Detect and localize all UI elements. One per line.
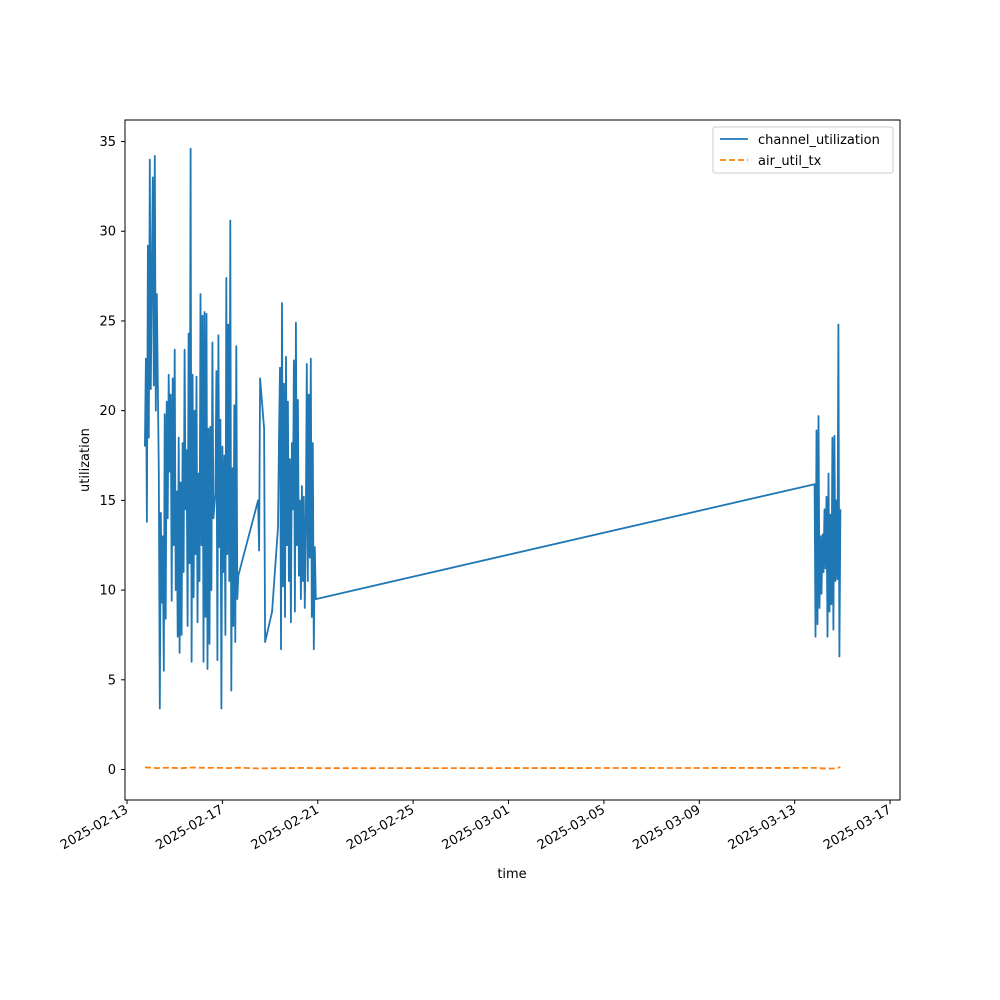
y-tick-label: 0 bbox=[108, 763, 116, 778]
y-tick-label: 15 bbox=[99, 494, 116, 509]
x-tick-label: 2025-03-01 bbox=[440, 802, 513, 853]
series-line-channel-utilization bbox=[144, 147, 842, 710]
x-tick-label: 2025-02-21 bbox=[249, 802, 322, 853]
series-line-air-util-tx bbox=[144, 766, 841, 770]
plot-area bbox=[125, 120, 900, 800]
legend: channel_utilization air_util_tx bbox=[712, 126, 894, 174]
y-tick-label: 5 bbox=[108, 673, 116, 688]
x-tick-label: 2025-02-13 bbox=[58, 802, 131, 853]
x-tick-label: 2025-03-17 bbox=[821, 802, 894, 853]
x-tick-label: 2025-03-05 bbox=[535, 802, 608, 853]
y-tick-label: 35 bbox=[99, 135, 116, 150]
legend-box bbox=[712, 126, 894, 174]
series-layer bbox=[144, 147, 842, 770]
plot-frame bbox=[124, 119, 901, 801]
x-tick-label: 2025-03-09 bbox=[630, 802, 703, 853]
y-axis: 0 5 10 15 20 25 30 35 bbox=[99, 135, 125, 778]
y-tick-label: 20 bbox=[99, 404, 116, 419]
y-tick-label: 10 bbox=[99, 584, 116, 599]
x-tick-label: 2025-02-25 bbox=[344, 802, 417, 853]
legend-label-channel-utilization: channel_utilization bbox=[758, 133, 880, 148]
x-tick-label: 2025-02-17 bbox=[153, 802, 226, 853]
y-axis-title: utilization bbox=[78, 428, 93, 492]
legend-label-air-util-tx: air_util_tx bbox=[758, 154, 822, 169]
x-tick-label: 2025-03-13 bbox=[726, 802, 799, 853]
y-tick-label: 30 bbox=[99, 225, 116, 240]
y-tick-label: 25 bbox=[99, 314, 116, 329]
x-axis-title: time bbox=[497, 867, 526, 882]
x-axis: 2025-02-13 2025-02-17 2025-02-21 2025-02-25… bbox=[58, 800, 894, 853]
